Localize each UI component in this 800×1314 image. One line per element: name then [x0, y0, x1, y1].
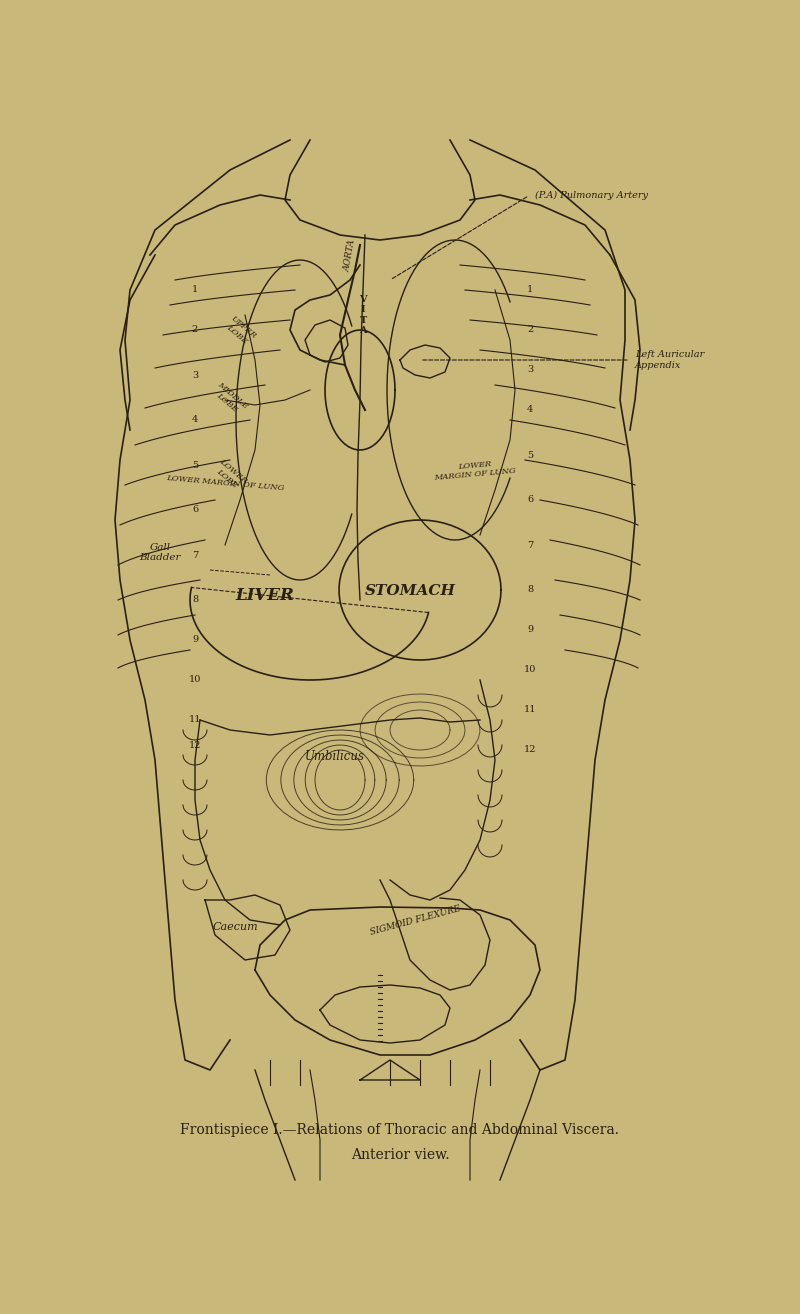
Text: Left Auricular
Appendix: Left Auricular Appendix: [635, 351, 704, 369]
Text: Anterior view.: Anterior view.: [350, 1148, 450, 1162]
Text: UPPER
LOBE: UPPER LOBE: [222, 314, 258, 347]
Text: Frontispiece I.—Relations of Thoracic and Abdominal Viscera.: Frontispiece I.—Relations of Thoracic an…: [181, 1123, 619, 1137]
Text: SIGMOID FLEXURE: SIGMOID FLEXURE: [369, 904, 462, 937]
Text: 6: 6: [527, 495, 533, 505]
Text: 8: 8: [527, 586, 533, 594]
Text: 10: 10: [189, 675, 201, 685]
Text: 4: 4: [527, 406, 533, 414]
Text: 11: 11: [189, 716, 202, 724]
Text: 4: 4: [192, 415, 198, 424]
Text: LIVER: LIVER: [235, 587, 294, 604]
Text: 5: 5: [527, 451, 533, 460]
Text: Caecum: Caecum: [212, 922, 258, 932]
Text: 9: 9: [527, 625, 533, 635]
Text: LOWER MARGIN OF LUNG: LOWER MARGIN OF LUNG: [166, 474, 284, 491]
Text: 10: 10: [524, 665, 536, 674]
Text: 11: 11: [524, 706, 536, 715]
Text: STOMACH: STOMACH: [365, 583, 455, 598]
Text: 5: 5: [192, 460, 198, 469]
Text: 12: 12: [189, 741, 202, 749]
Text: V
I
T
A: V I T A: [359, 296, 367, 335]
Text: 9: 9: [192, 636, 198, 644]
Text: 2: 2: [192, 326, 198, 335]
Text: Umbilicus: Umbilicus: [305, 750, 365, 763]
Text: MIDDLE
LOBE: MIDDLE LOBE: [210, 380, 250, 417]
Text: Gall
Bladder: Gall Bladder: [139, 543, 181, 562]
Text: 3: 3: [527, 365, 533, 374]
Text: 1: 1: [527, 285, 533, 294]
Text: (P.A) Pulmonary Artery: (P.A) Pulmonary Artery: [535, 191, 648, 200]
Text: LOWER
MARGIN OF LUNG: LOWER MARGIN OF LUNG: [434, 457, 517, 482]
Text: 3: 3: [192, 371, 198, 380]
Text: 2: 2: [527, 326, 533, 335]
Text: LOWER
LOBE: LOWER LOBE: [212, 457, 248, 491]
Text: 12: 12: [524, 745, 536, 754]
Text: 7: 7: [192, 551, 198, 560]
Text: 6: 6: [192, 506, 198, 515]
Text: AORTA: AORTA: [342, 238, 358, 272]
Text: 8: 8: [192, 595, 198, 604]
Text: 7: 7: [527, 540, 533, 549]
Text: 1: 1: [192, 285, 198, 294]
